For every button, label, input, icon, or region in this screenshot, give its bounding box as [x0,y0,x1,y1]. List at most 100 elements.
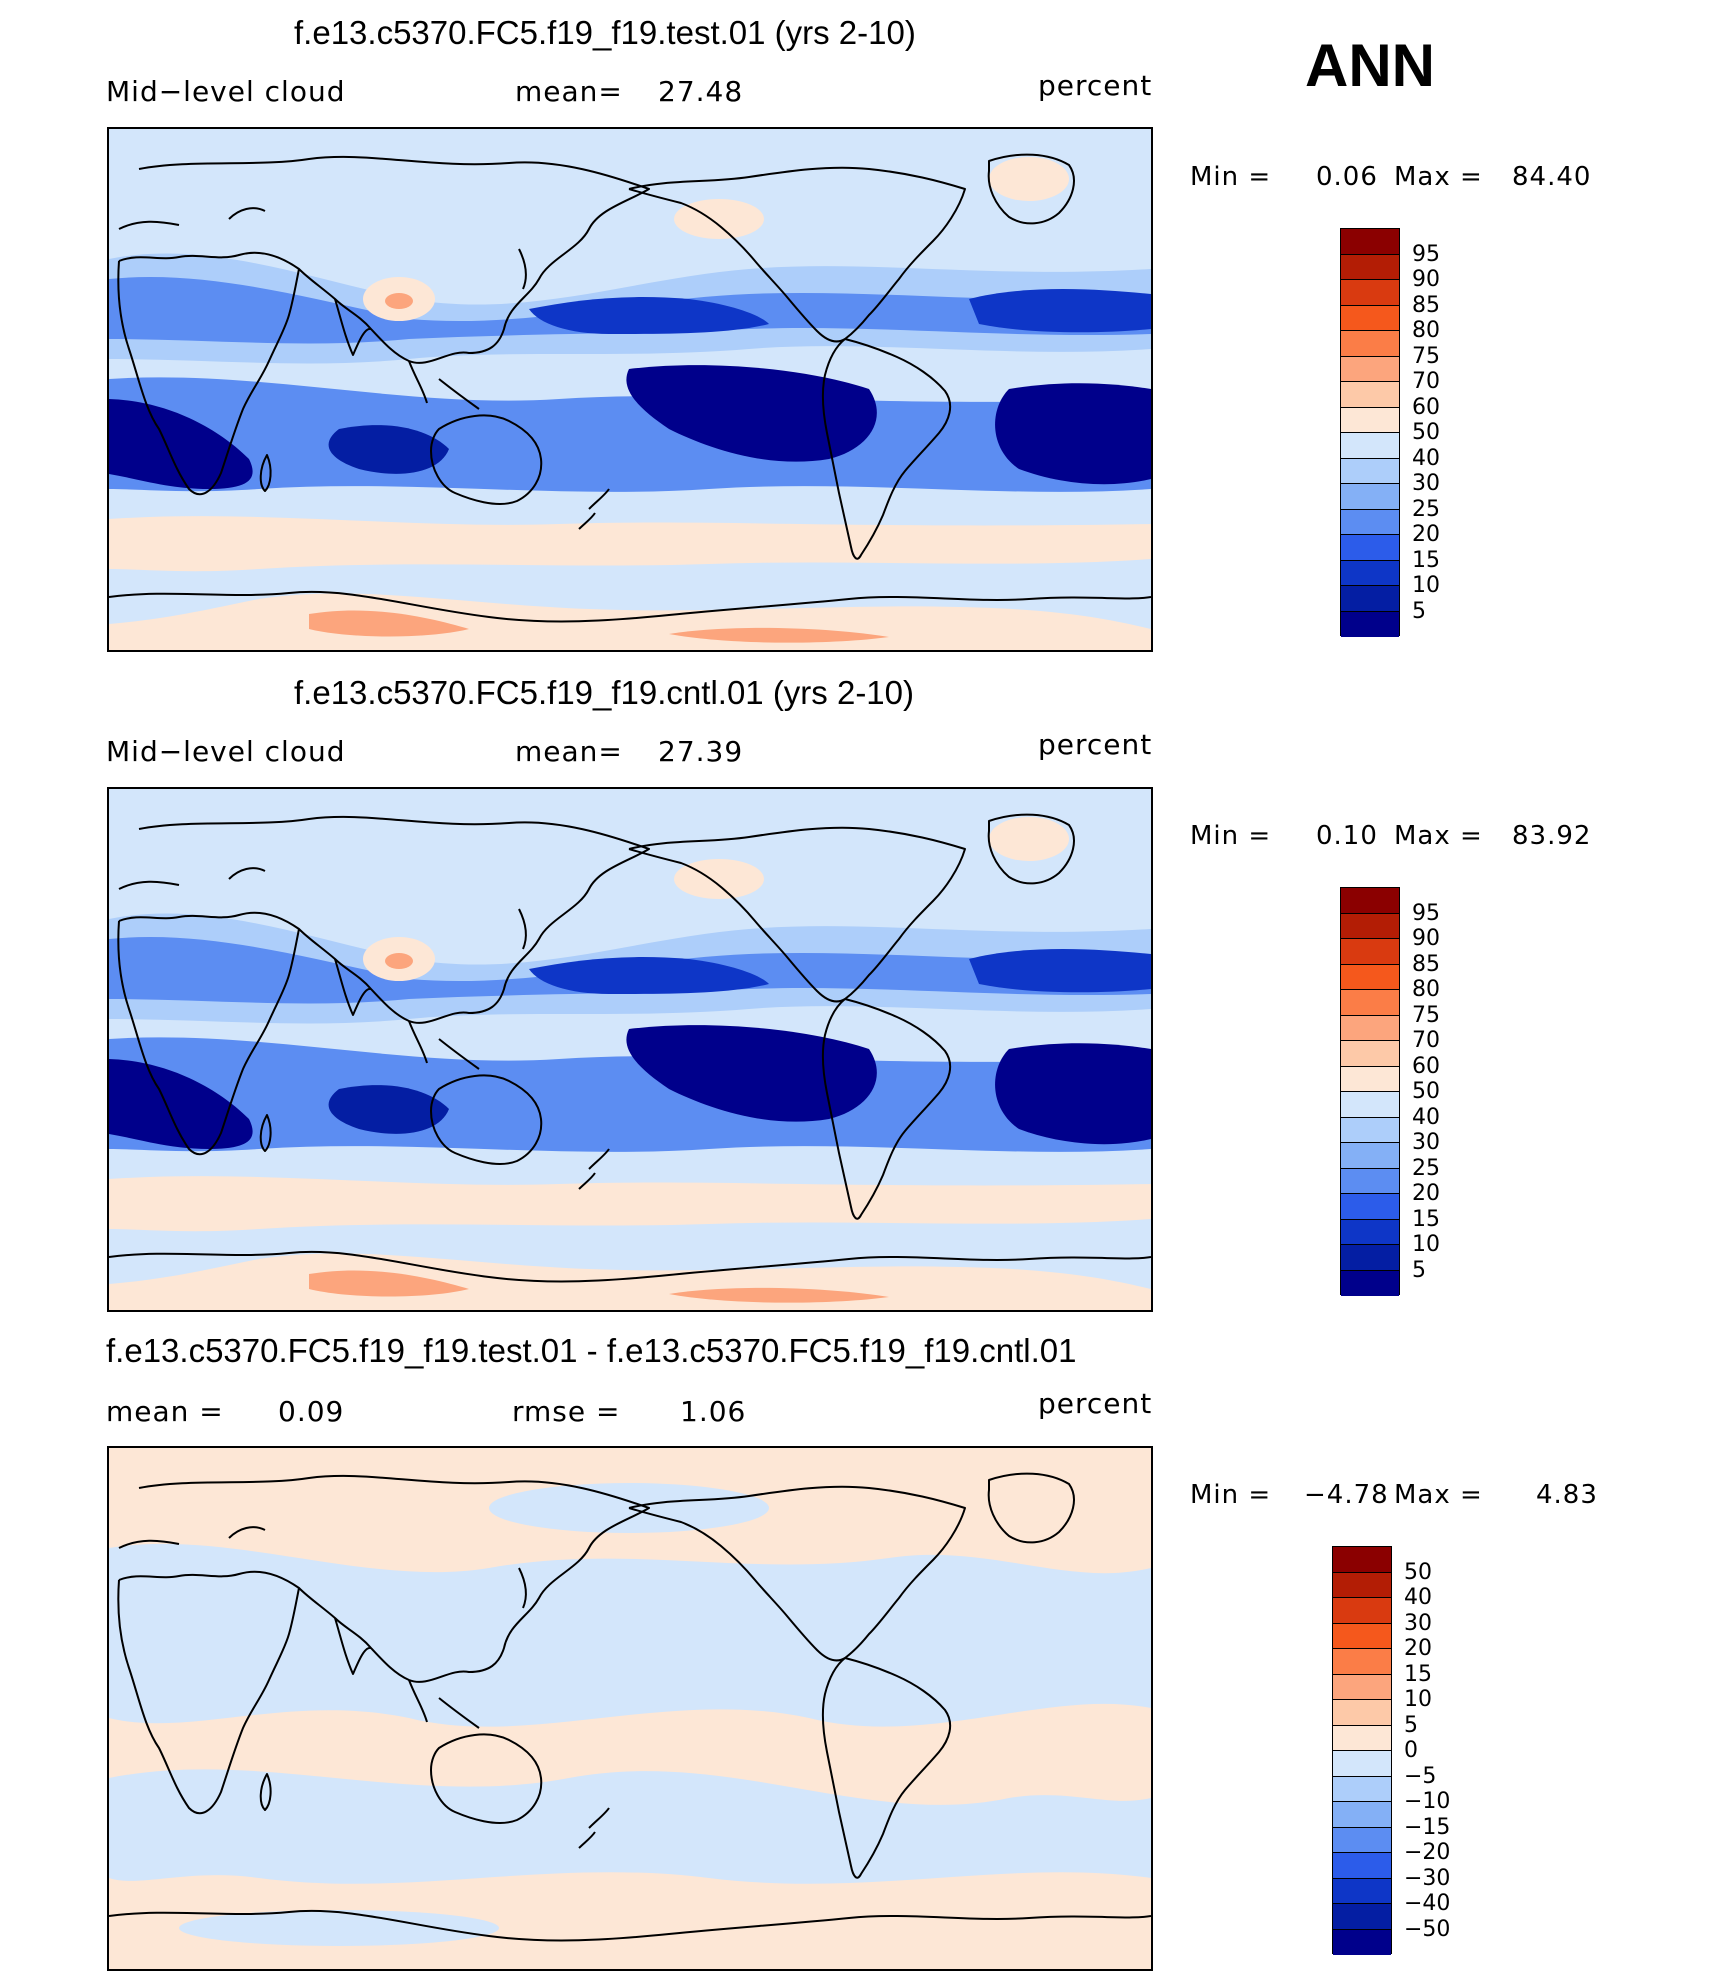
panel-title: f.e13.c5370.FC5.f19_f19.test.01 - f.e13.… [106,1332,1077,1369]
colorbar-tick-label: 30 [1412,1130,1440,1155]
colorbar-segment [1333,1674,1391,1700]
colorbar-segment [1341,1015,1399,1041]
map-plot [107,1446,1153,1971]
colorbar-segment [1341,1041,1399,1067]
colorbar-segment [1341,611,1399,637]
colorbar-segment [1341,888,1399,914]
rmse-value: 1.06 [680,1395,747,1428]
colorbar-tick-label: 60 [1412,394,1440,420]
colorbar-segment [1341,458,1399,484]
units-label: percent [1038,69,1153,102]
colorbar-segment [1341,254,1399,280]
colorbar-segment [1333,1725,1391,1751]
colorbar-tick-label: 5 [1412,598,1426,624]
colorbar-tick-label: 5 [1404,1712,1418,1738]
colorbar-tick-label: −15 [1404,1814,1451,1840]
colorbar-tick-label: 40 [1404,1585,1432,1610]
colorbar-tick-label: 70 [1412,1028,1440,1053]
colorbar-tick-label: 60 [1412,1053,1440,1079]
colorbar-segment [1333,1649,1391,1675]
max-label: Max = [1394,162,1483,192]
colorbar-tick-label: 90 [1412,267,1440,292]
colorbar-tick-label: 90 [1412,926,1440,951]
colorbar-segment [1333,1929,1391,1955]
colorbar-tick-label: 10 [1412,573,1440,598]
colorbar-tick-label: 30 [1404,1610,1432,1636]
colorbar-segment [1333,1776,1391,1802]
min-value: 0.06 [1316,162,1378,192]
max-value: 83.92 [1512,821,1592,851]
colorbar-segment [1341,1219,1399,1245]
max-value: 84.40 [1512,162,1592,192]
colorbar-segment [1341,433,1399,459]
colorbar-segment [1333,1878,1391,1904]
colorbar-segment [1333,1598,1391,1624]
mean-label: mean = [106,1395,224,1428]
colorbar-tick-label: −30 [1404,1865,1451,1891]
colorbar-tick-label: 0 [1404,1738,1418,1763]
colorbar-segment [1341,560,1399,586]
colorbar-segment [1333,1827,1391,1853]
mean-label: mean= [515,735,623,768]
colorbar-tick-label: 40 [1412,445,1440,471]
mean-value: 0.09 [278,1395,345,1428]
colorbar-segment [1341,939,1399,965]
colorbar-segment [1341,1117,1399,1143]
map-plot [107,787,1153,1312]
colorbar-segment [1341,484,1399,510]
colorbar-tick-label: 95 [1412,241,1440,267]
colorbar-tick-label: −20 [1404,1840,1451,1865]
colorbar-segment [1341,280,1399,306]
colorbar-segment [1341,509,1399,535]
panel-title: f.e13.c5370.FC5.f19_f19.cntl.01 (yrs 2-1… [294,674,915,711]
colorbar-segment [1341,407,1399,433]
units-label: percent [1038,728,1153,761]
colorbar-tick-label: 80 [1412,977,1440,1002]
colorbar-tick-label: 85 [1412,292,1440,318]
colorbar-segment [1341,229,1399,255]
mean-value: 27.48 [658,75,744,108]
colorbar-tick-label: 80 [1412,318,1440,343]
colorbar-segment [1333,1853,1391,1879]
colorbar-tick-label: 20 [1412,522,1440,547]
colorbar-tick-label: 5 [1412,1257,1426,1283]
colorbar-segment [1341,1168,1399,1194]
colorbar-segment [1333,1802,1391,1828]
colorbar-tick-label: 10 [1404,1687,1432,1712]
colorbar-box [1340,228,1400,637]
colorbar-segment [1341,331,1399,357]
colorbar-segment [1341,913,1399,939]
colorbar-segment [1341,382,1399,408]
colorbar-tick-label: 85 [1412,951,1440,977]
heatmap-map [109,1448,1151,1969]
colorbar-tick-label: 20 [1404,1636,1432,1661]
max-label: Max = [1394,1480,1483,1510]
colorbar-tick-label: 30 [1412,471,1440,496]
rmse-label: rmse = [512,1395,621,1428]
colorbar-tick-label: 25 [1412,1155,1440,1181]
colorbar-tick-label: 75 [1412,343,1440,369]
panel-title: f.e13.c5370.FC5.f19_f19.test.01 (yrs 2-1… [294,14,916,51]
colorbar-tick-label: 75 [1412,1002,1440,1028]
colorbar-tick-label: 15 [1404,1661,1432,1687]
mean-value: 27.39 [658,735,744,768]
heatmap-map [109,129,1151,650]
colorbar-segment [1333,1547,1391,1573]
max-label: Max = [1394,821,1483,851]
colorbar-tick-label: −10 [1404,1789,1451,1814]
colorbar-segment [1341,305,1399,331]
colorbar-box [1332,1546,1392,1955]
colorbar-segment [1341,990,1399,1016]
colorbar-tick-label: −50 [1404,1916,1451,1942]
mean-label: mean= [515,75,623,108]
colorbar-tick-label: −5 [1404,1763,1437,1789]
colorbar-tick-label: −40 [1404,1891,1451,1916]
colorbar-tick-label: 50 [1404,1559,1432,1585]
min-value: −4.78 [1304,1480,1389,1510]
colorbar-segment [1341,535,1399,561]
colorbar-segment [1333,1904,1391,1930]
units-label: percent [1038,1387,1153,1420]
colorbar-tick-label: 15 [1412,1206,1440,1232]
colorbar-segment [1341,1194,1399,1220]
colorbar-segment [1341,1092,1399,1118]
